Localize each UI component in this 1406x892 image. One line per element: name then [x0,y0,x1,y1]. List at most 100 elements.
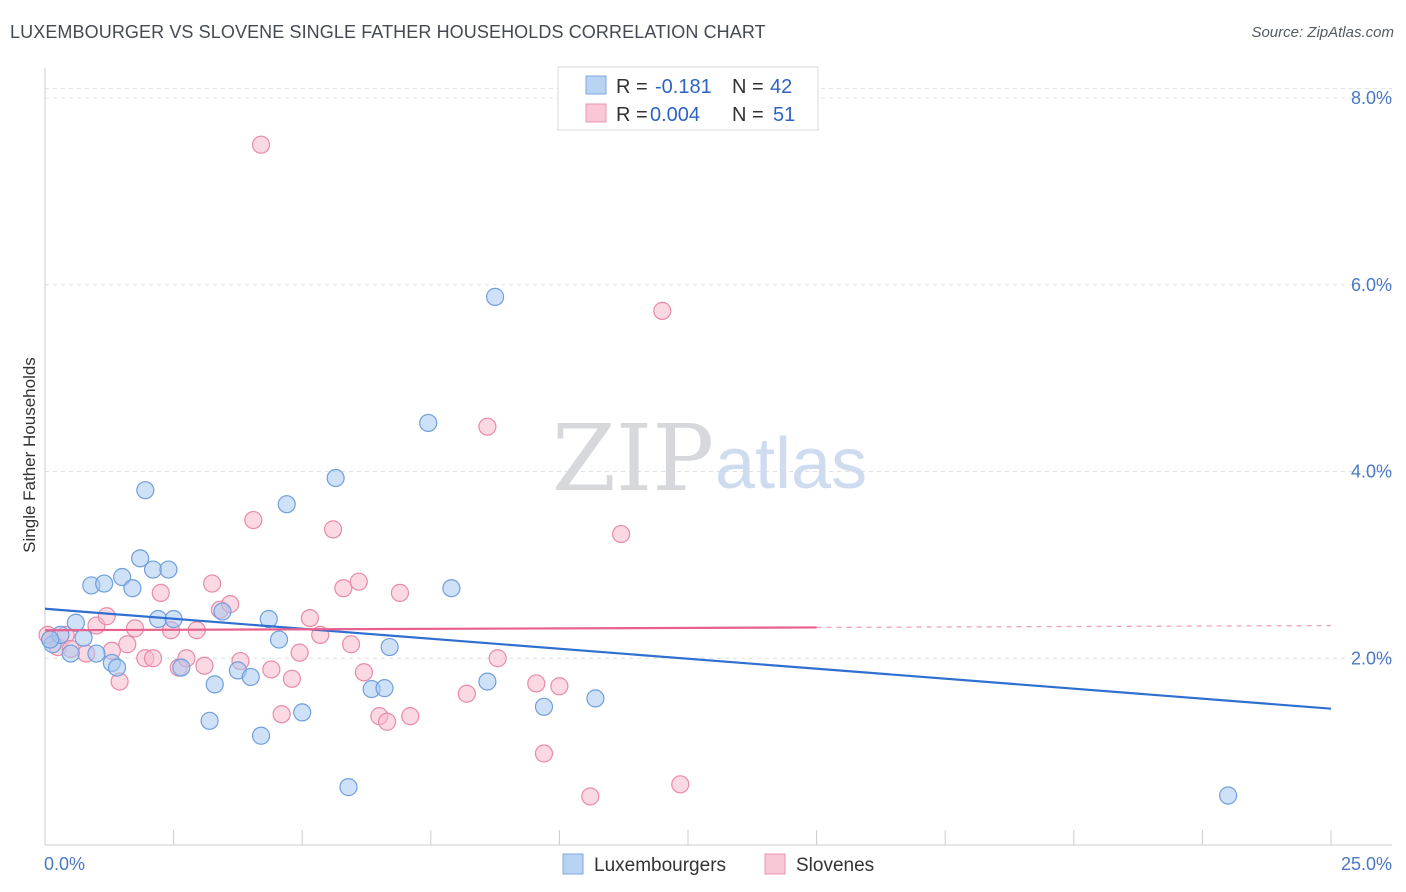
data-point [326,468,345,488]
data-point [534,744,554,763]
trend-lines [44,607,1332,710]
data-point [586,689,605,708]
data-point [251,726,271,745]
data-point [323,520,343,539]
y-tick-label: 2.0% [1351,648,1392,668]
data-point [380,637,399,657]
data-point [143,649,163,668]
data-point [290,643,309,662]
series-legend: Luxembourgers Slovenes [562,853,874,876]
data-point [95,574,114,593]
data-point [457,684,476,703]
legend-slo-swatch [585,103,607,123]
grid [45,88,1392,659]
data-point [143,560,163,579]
legend-lux-n-label: N = [732,76,764,98]
data-point [334,579,353,598]
chart-title: LUXEMBOURGER VS SLOVENE SINGLE FATHER HO… [10,22,766,42]
data-point [125,619,145,638]
data-point [107,658,127,677]
x-ticks [44,830,1332,845]
data-point [486,287,505,306]
bottom-legend-lux-swatch [562,853,584,875]
data-point [195,656,214,675]
data-point [339,778,358,797]
data-point [282,669,302,688]
watermark-zip: ZIP [552,405,714,512]
y-tick-label: 4.0% [1351,462,1392,482]
data-point [272,705,291,724]
bottom-legend-lux-label: Luxembourgers [594,855,726,876]
data-point [478,417,497,436]
data-point [534,697,554,716]
y-axis-label: Single Father Households [20,357,39,553]
legend-lux-swatch [585,75,607,95]
data-point [41,630,60,649]
legend-slo-r: 0.004 [650,104,700,126]
bottom-legend-slo-label: Slovenes [796,855,874,876]
correlation-legend: R = -0.181 N = 42 R = 0.004 N = 51 [557,66,819,131]
data-point [66,613,85,632]
data-point [262,660,281,679]
luxembourgers-points [41,287,1238,805]
luxembourgers-trend-line [44,607,1332,710]
legend-lux-r-label: R = [616,76,648,98]
data-point [390,583,410,602]
source-label: Source: ZipAtlas.com [1251,24,1394,41]
data-point [653,301,672,320]
data-point [341,635,361,654]
legend-lux-r: -0.181 [655,76,712,98]
data-point [172,658,191,677]
data-point [200,711,219,730]
data-point [244,510,263,530]
data-point [354,663,374,682]
data-point [251,135,271,154]
data-point [442,579,461,598]
data-point [419,413,438,433]
data-point [277,495,296,514]
data-point [612,524,631,544]
y-tick-labels: 2.0% 4.0% 6.0% 8.0% [1351,88,1392,668]
data-point [478,672,497,691]
legend-slo-r-label: R = [616,104,648,126]
data-point [131,549,150,568]
data-point [581,787,600,806]
y-tick-label: 8.0% [1351,88,1392,108]
data-point [269,630,289,649]
legend-slo-n: 51 [773,104,795,126]
data-point [349,572,368,591]
data-point [113,567,132,587]
data-point [118,635,137,654]
y-tick-label: 6.0% [1351,275,1392,295]
data-point [527,674,546,693]
data-point [213,602,232,621]
slovenes-trend-extension [816,624,1332,629]
data-point [300,608,320,628]
data-point [377,712,397,731]
data-point [74,628,93,647]
data-point [488,649,507,668]
data-point [159,560,178,579]
data-point [61,644,80,663]
data-point [123,579,142,598]
data-point [136,481,155,500]
data-point [97,607,116,626]
data-point [1219,786,1238,805]
x-tick-min: 0.0% [44,854,85,874]
slovenes-trend-line [44,626,817,632]
legend-slo-n-label: N = [732,104,764,126]
watermark-atlas: atlas [715,424,867,504]
data-point [87,644,106,663]
data-point [241,667,260,687]
data-point [151,583,170,602]
bottom-legend-slo-swatch [764,853,786,875]
data-point [550,677,569,696]
legend-lux-n: 42 [770,76,792,98]
x-tick-max: 25.0% [1341,854,1392,874]
data-point [401,707,420,726]
data-point [205,675,224,694]
data-point [259,609,278,629]
data-point [671,775,690,794]
data-point [375,679,394,698]
